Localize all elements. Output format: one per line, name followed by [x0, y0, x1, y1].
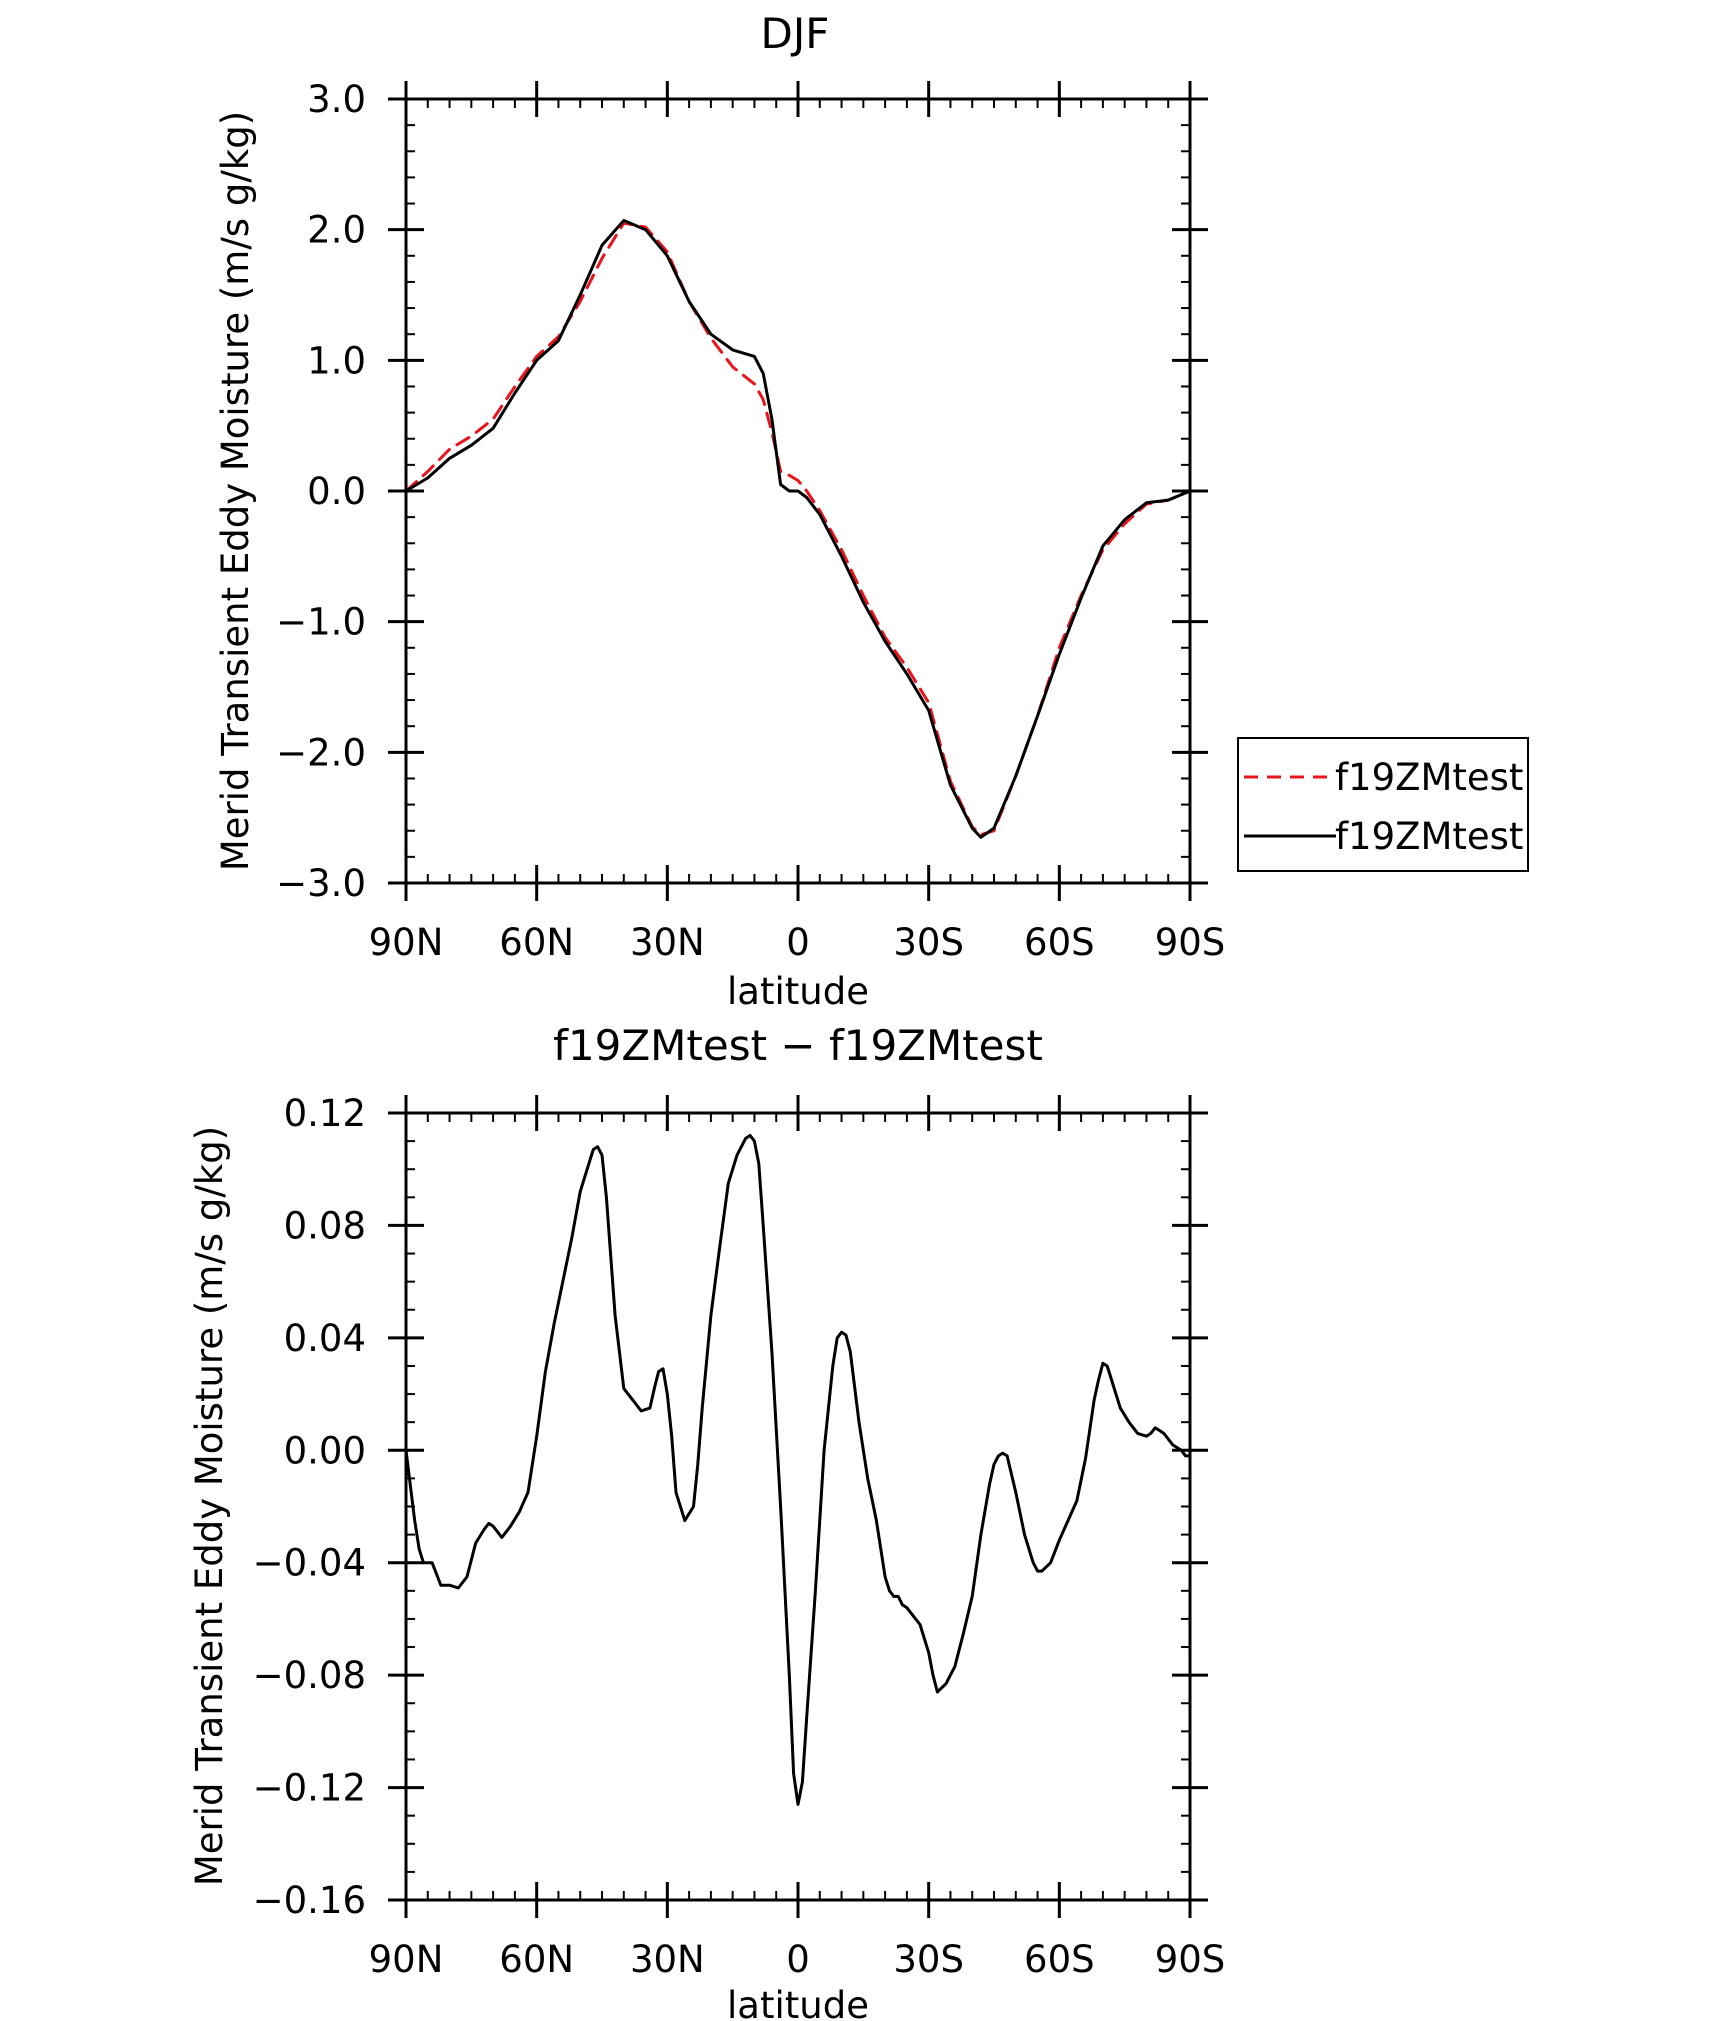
y-tick-label: 0.04: [284, 1317, 366, 1360]
y-tick-label: −3.0: [276, 862, 366, 905]
legend-entry-label: f19ZMtest: [1335, 756, 1523, 799]
series-line-solid: [404, 1134, 1192, 1806]
series-line-dashed: [404, 221, 1192, 837]
x-tick-label: 0: [786, 1938, 810, 1981]
x-tick-label: 0: [786, 921, 810, 964]
y-tick-label: 0.00: [284, 1429, 366, 1472]
y-tick-label: −0.12: [253, 1767, 366, 1810]
chart-title: DJF: [761, 9, 830, 58]
x-tick-label: 60S: [1024, 1938, 1095, 1981]
x-tick-label: 30N: [630, 921, 705, 964]
y-tick-label: 0.12: [284, 1092, 366, 1135]
x-tick-label: 60N: [499, 1938, 574, 1981]
chart-title: f19ZMtest − f19ZMtest: [553, 1021, 1043, 1070]
x-tick-label: 60N: [499, 921, 574, 964]
tick-labels: 90N 60N 30N 0 30S 60S 90S 3.0 2.0 1.0 0.0 −1.0 −2.0 −…: [276, 78, 1225, 964]
chart-difference: f19ZMtest − f19ZMtest 90N 60N 30N 0 30S 60S 90…: [188, 1021, 1225, 2021]
legend-box: [1237, 737, 1529, 872]
x-tick-label: 90S: [1155, 1938, 1226, 1981]
x-axis-label: latitude: [727, 970, 869, 1013]
y-tick-label: 3.0: [307, 78, 366, 121]
x-axis-label: latitude: [727, 1984, 869, 2021]
x-tick-label: 90N: [369, 921, 444, 964]
series-group: [404, 219, 1192, 839]
plot-frame: [404, 1111, 1192, 1902]
y-tick-label: 2.0: [307, 209, 366, 252]
y-axis-label: Merid Transient Eddy Moisture (m/s g/kg): [188, 1126, 231, 1886]
y-tick-label: −0.08: [253, 1654, 366, 1697]
chart-djf: DJF 90N 60N 30N 0 30S 60S 90S 3.0 2.0 1.0 0.0 −1.0 −…: [214, 9, 1529, 1013]
y-tick-label: −0.04: [253, 1542, 366, 1585]
x-tick-label: 30N: [630, 1938, 705, 1981]
x-tick-label: 30S: [893, 921, 964, 964]
y-tick-label: 0.08: [284, 1204, 366, 1247]
tick-labels: 90N 60N 30N 0 30S 60S 90S 0.12 0.08 0.04 0.00 −0.04…: [253, 1092, 1226, 1981]
x-tick-label: 90N: [369, 1938, 444, 1981]
legend: f19ZMtest f19ZMtest: [1237, 737, 1529, 872]
y-tick-label: 0.0: [307, 470, 366, 513]
y-axis-label: Merid Transient Eddy Moisture (m/s g/kg): [214, 111, 257, 871]
x-tick-label: 30S: [893, 1938, 964, 1981]
plot-frame: [404, 97, 1192, 885]
y-tick-label: −2.0: [276, 731, 366, 774]
x-tick-label: 60S: [1024, 921, 1095, 964]
y-tick-label: −1.0: [276, 601, 366, 644]
series-group: [404, 1134, 1192, 1806]
y-tick-label: 1.0: [307, 339, 366, 382]
x-tick-label: 90S: [1155, 921, 1226, 964]
legend-entry-label: f19ZMtest: [1335, 815, 1523, 858]
series-line-solid: [404, 219, 1192, 839]
y-tick-label: −0.16: [253, 1879, 366, 1922]
